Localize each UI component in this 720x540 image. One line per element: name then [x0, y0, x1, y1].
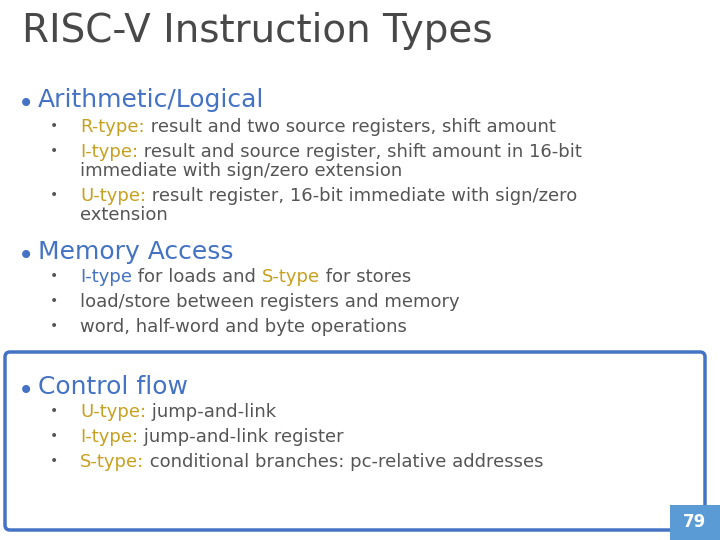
- Text: I-type:: I-type:: [80, 428, 138, 446]
- Text: load/store between registers and memory: load/store between registers and memory: [80, 293, 459, 311]
- Text: result and two source registers, shift amount: result and two source registers, shift a…: [145, 118, 556, 136]
- Text: immediate with sign/zero extension: immediate with sign/zero extension: [80, 162, 402, 180]
- Text: •: •: [50, 119, 58, 133]
- Text: Arithmetic/Logical: Arithmetic/Logical: [38, 88, 264, 112]
- Text: conditional branches: pc-relative addresses: conditional branches: pc-relative addres…: [144, 453, 544, 471]
- Text: for stores: for stores: [320, 268, 411, 286]
- Text: I-type:: I-type:: [80, 143, 138, 161]
- Text: extension: extension: [80, 206, 168, 224]
- Text: •: •: [50, 319, 58, 333]
- FancyBboxPatch shape: [5, 352, 705, 530]
- Text: S-type: S-type: [261, 268, 320, 286]
- Text: U-type:: U-type:: [80, 403, 146, 421]
- Text: •: •: [18, 377, 35, 405]
- Text: U-type:: U-type:: [80, 187, 146, 205]
- Text: •: •: [50, 188, 58, 202]
- Text: I-type: I-type: [80, 268, 132, 286]
- Text: for loads and: for loads and: [132, 268, 261, 286]
- Text: •: •: [18, 242, 35, 270]
- Text: •: •: [50, 454, 58, 468]
- Text: Memory Access: Memory Access: [38, 240, 233, 264]
- Text: •: •: [50, 144, 58, 158]
- Text: R-type:: R-type:: [80, 118, 145, 136]
- Text: result register, 16-bit immediate with sign/zero: result register, 16-bit immediate with s…: [146, 187, 577, 205]
- Text: •: •: [50, 404, 58, 418]
- FancyBboxPatch shape: [670, 505, 720, 540]
- Text: •: •: [50, 269, 58, 283]
- Text: Control flow: Control flow: [38, 375, 188, 399]
- Text: jump-and-link: jump-and-link: [146, 403, 276, 421]
- Text: result and source register, shift amount in 16-bit: result and source register, shift amount…: [138, 143, 582, 161]
- Text: S-type:: S-type:: [80, 453, 144, 471]
- Text: 79: 79: [683, 513, 706, 531]
- Text: RISC-V Instruction Types: RISC-V Instruction Types: [22, 12, 492, 50]
- Text: •: •: [18, 90, 35, 118]
- Text: •: •: [50, 294, 58, 308]
- Text: •: •: [50, 429, 58, 443]
- Text: jump-and-link register: jump-and-link register: [138, 428, 343, 446]
- Text: word, half-word and byte operations: word, half-word and byte operations: [80, 318, 407, 336]
